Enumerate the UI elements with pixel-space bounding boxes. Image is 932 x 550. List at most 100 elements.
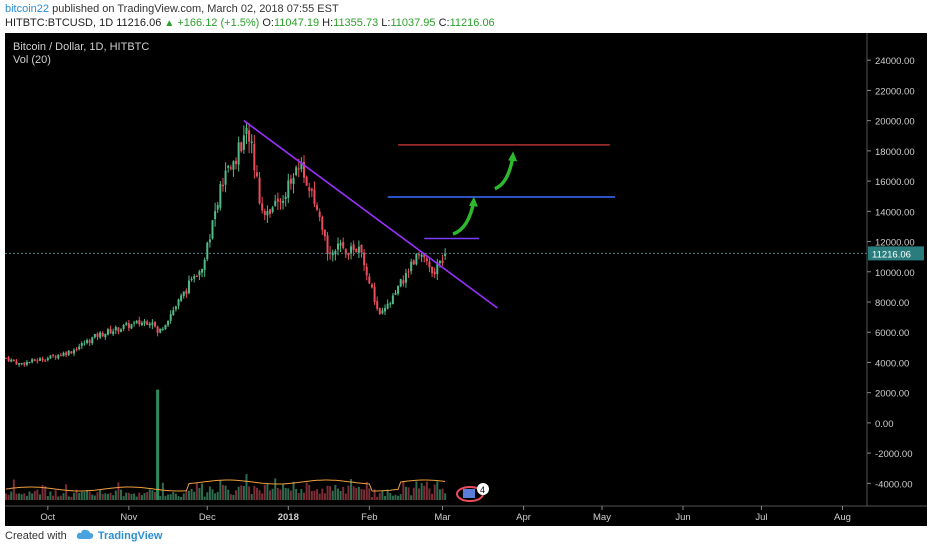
candle[interactable] <box>310 187 313 198</box>
candle[interactable] <box>140 320 143 327</box>
candle[interactable] <box>282 195 285 210</box>
price-chart[interactable]: 11216.06 24000.00 22000.00 20000.00 18000.0… <box>5 33 927 526</box>
candle[interactable] <box>363 248 366 271</box>
candle[interactable] <box>12 359 15 362</box>
candle[interactable] <box>36 358 39 364</box>
candle[interactable] <box>57 354 60 360</box>
candle[interactable] <box>18 362 21 368</box>
flag-badge-icon[interactable]: 4 <box>456 483 489 502</box>
candle[interactable] <box>240 141 243 153</box>
candle[interactable] <box>263 208 266 221</box>
candle[interactable] <box>182 291 185 299</box>
candle[interactable] <box>46 356 49 362</box>
candle[interactable] <box>159 328 162 334</box>
candle[interactable] <box>219 181 222 211</box>
candle[interactable] <box>397 285 400 296</box>
candle[interactable] <box>242 125 245 154</box>
candle[interactable] <box>185 288 188 298</box>
candle[interactable] <box>227 164 230 173</box>
candle[interactable] <box>112 328 115 336</box>
candle[interactable] <box>326 231 329 261</box>
candle[interactable] <box>378 307 381 316</box>
candle[interactable] <box>49 355 52 359</box>
candle[interactable] <box>198 269 201 280</box>
candle[interactable] <box>308 182 311 198</box>
candle[interactable] <box>96 332 99 341</box>
trendline[interactable] <box>243 120 498 309</box>
candle[interactable] <box>381 307 384 315</box>
candle[interactable] <box>391 293 394 305</box>
candle[interactable] <box>104 333 107 340</box>
candle[interactable] <box>292 173 295 194</box>
candle[interactable] <box>428 257 431 273</box>
candle[interactable] <box>342 237 345 250</box>
candle[interactable] <box>410 258 413 275</box>
candle[interactable] <box>88 338 91 346</box>
candle[interactable] <box>433 267 436 278</box>
candle[interactable] <box>269 208 272 218</box>
candle[interactable] <box>80 341 83 349</box>
candle[interactable] <box>187 275 190 295</box>
candle[interactable] <box>83 340 86 346</box>
candle[interactable] <box>193 273 196 283</box>
candle[interactable] <box>386 299 389 310</box>
candle[interactable] <box>271 205 274 214</box>
candle[interactable] <box>138 316 141 327</box>
candle[interactable] <box>357 240 360 259</box>
candle[interactable] <box>208 234 211 248</box>
candle[interactable] <box>305 175 308 186</box>
candle[interactable] <box>203 257 206 277</box>
candle[interactable] <box>130 323 133 330</box>
candle[interactable] <box>384 304 387 316</box>
candle[interactable] <box>169 310 172 324</box>
candle[interactable] <box>232 160 235 177</box>
candle[interactable] <box>44 358 47 362</box>
candle[interactable] <box>245 123 248 145</box>
candle[interactable] <box>214 202 217 227</box>
candle[interactable] <box>161 326 164 332</box>
candle[interactable] <box>28 361 31 364</box>
candle[interactable] <box>321 215 324 236</box>
candle[interactable] <box>127 319 130 332</box>
candle[interactable] <box>7 355 10 363</box>
candle[interactable] <box>109 325 112 334</box>
candle[interactable] <box>190 276 193 282</box>
candle[interactable] <box>279 198 282 210</box>
candle[interactable] <box>347 252 350 260</box>
candle[interactable] <box>284 192 287 207</box>
candle[interactable] <box>418 251 421 260</box>
candle[interactable] <box>402 275 405 287</box>
candle[interactable] <box>235 157 238 170</box>
candle[interactable] <box>221 177 224 192</box>
candle[interactable] <box>302 155 305 184</box>
candle[interactable] <box>373 282 376 305</box>
candle[interactable] <box>399 278 402 288</box>
candle[interactable] <box>323 229 326 241</box>
candle[interactable] <box>248 122 251 154</box>
candle[interactable] <box>412 259 415 266</box>
cloud-logo-icon[interactable] <box>76 529 94 543</box>
candle[interactable] <box>431 266 434 277</box>
candle[interactable] <box>224 162 227 193</box>
candle[interactable] <box>172 306 175 317</box>
candle[interactable] <box>415 253 418 266</box>
candle[interactable] <box>78 343 81 351</box>
candle[interactable] <box>114 325 117 334</box>
candle[interactable] <box>25 359 28 367</box>
candle[interactable] <box>122 323 125 332</box>
candle[interactable] <box>86 338 89 345</box>
candle[interactable] <box>180 293 183 303</box>
candle[interactable] <box>174 305 177 312</box>
candle[interactable] <box>117 326 120 335</box>
candle[interactable] <box>389 301 392 308</box>
candle[interactable] <box>151 319 154 330</box>
candle[interactable] <box>23 362 26 367</box>
candle[interactable] <box>274 194 277 207</box>
candle[interactable] <box>52 354 55 358</box>
candle[interactable] <box>355 248 358 253</box>
candle[interactable] <box>370 282 373 289</box>
price-axis[interactable]: 24000.00 22000.00 20000.00 18000.00 16000.00… <box>867 56 915 490</box>
candle[interactable] <box>125 321 128 327</box>
candle[interactable] <box>177 298 180 310</box>
candle[interactable] <box>258 171 261 205</box>
